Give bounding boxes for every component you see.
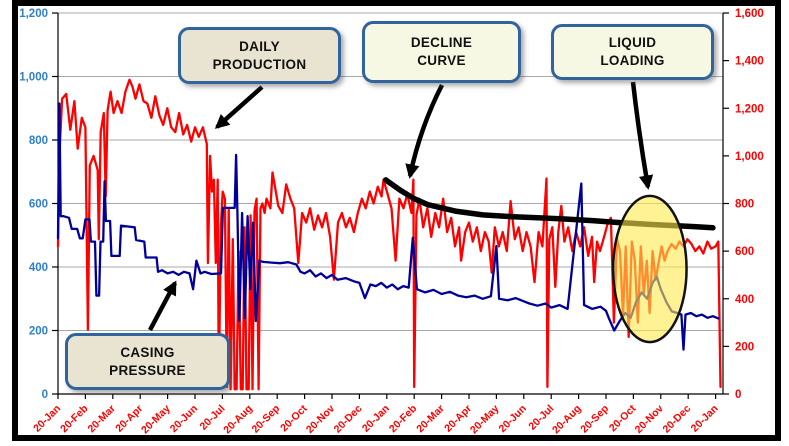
left-axis-labels: 0 200 400 600 800 1,000 1,200	[19, 8, 48, 401]
svg-text:20-Dec: 20-Dec	[660, 403, 693, 436]
svg-text:20-Dec: 20-Dec	[332, 403, 365, 436]
svg-text:20-Aug: 20-Aug	[221, 403, 255, 437]
svg-text:1,400: 1,400	[735, 56, 764, 68]
svg-text:800: 800	[735, 199, 754, 211]
svg-text:600: 600	[29, 199, 48, 211]
svg-text:20-Sep: 20-Sep	[578, 403, 611, 436]
svg-text:1,200: 1,200	[735, 103, 764, 115]
decline-curve-arrow	[405, 83, 445, 179]
svg-text:20-Jan: 20-Jan	[689, 403, 721, 435]
x-axis-labels: 20-Jan20-Feb20-Mar20-Apr20-May20-Jun20-J…	[31, 402, 721, 436]
svg-text:20-Aug: 20-Aug	[550, 403, 584, 437]
svg-text:20-Feb: 20-Feb	[387, 403, 419, 435]
annotation-arrows	[148, 81, 654, 332]
svg-text:600: 600	[735, 246, 754, 258]
svg-text:20-Nov: 20-Nov	[304, 403, 337, 436]
svg-text:20-Sep: 20-Sep	[249, 403, 282, 436]
svg-text:20-Nov: 20-Nov	[633, 403, 666, 436]
svg-text:1,600: 1,600	[735, 8, 764, 20]
svg-text:20-Jan: 20-Jan	[360, 403, 392, 435]
casing-pressure-arrow	[148, 280, 177, 332]
liquid-loading-arrow	[630, 81, 654, 190]
svg-text:20-May: 20-May	[468, 403, 502, 437]
daily-production-arrow	[214, 85, 264, 129]
svg-text:1,000: 1,000	[19, 72, 48, 84]
svg-text:20-Jan: 20-Jan	[31, 403, 63, 435]
right-axis-labels: 0 200 400 600 800 1,000 1,200 1,400 1,600	[735, 8, 764, 401]
svg-text:400: 400	[735, 294, 754, 306]
svg-text:800: 800	[29, 135, 48, 147]
svg-text:20-Jun: 20-Jun	[168, 403, 200, 435]
svg-text:20-Mar: 20-Mar	[85, 403, 117, 435]
svg-text:20-Jun: 20-Jun	[497, 403, 529, 435]
svg-text:20-Feb: 20-Feb	[58, 403, 90, 435]
svg-text:1,200: 1,200	[19, 8, 48, 20]
svg-text:1,000: 1,000	[735, 151, 764, 163]
svg-text:20-Mar: 20-Mar	[414, 403, 446, 435]
svg-text:0: 0	[735, 389, 741, 401]
svg-text:200: 200	[29, 326, 48, 338]
liquid-loading-ellipse	[611, 194, 688, 344]
svg-text:20-May: 20-May	[139, 403, 173, 437]
casing-pressure-line	[56, 102, 720, 351]
svg-text:0: 0	[42, 389, 48, 401]
callout-daily-production: DAILY PRODUCTION	[178, 27, 341, 84]
svg-text:400: 400	[29, 262, 48, 274]
callout-liquid-loading: LIQUID LOADING	[551, 24, 714, 80]
callout-decline-curve: DECLINE CURVE	[362, 21, 521, 83]
callout-casing-pressure: CASING PRESSURE	[65, 333, 230, 390]
svg-text:200: 200	[735, 341, 754, 353]
